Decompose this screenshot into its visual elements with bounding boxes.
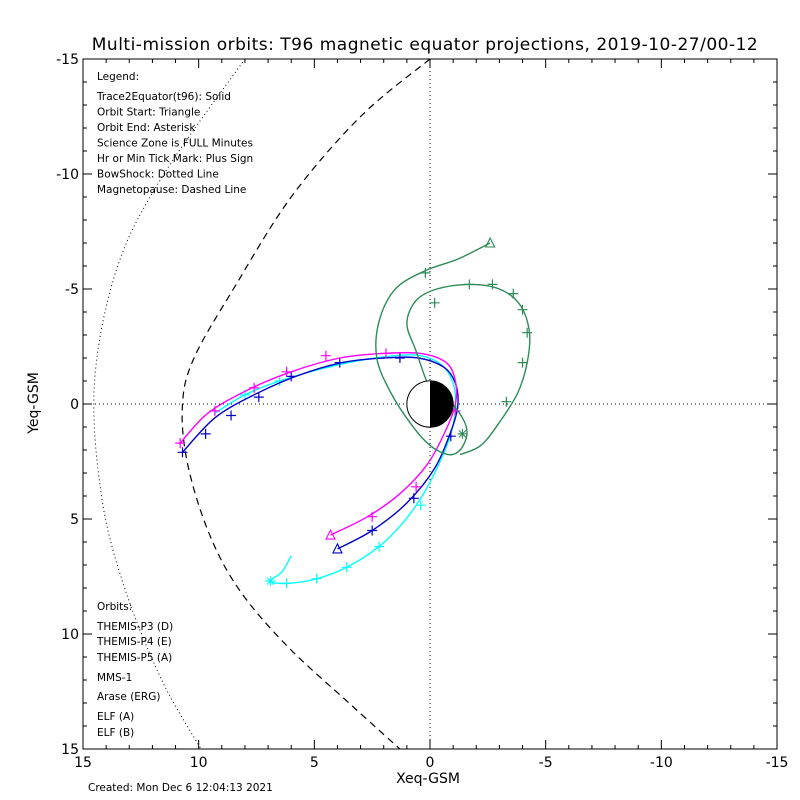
magnetopause-curve [181, 58, 431, 750]
tick-mark [341, 562, 352, 573]
tick-mark [517, 357, 528, 368]
legend-line: Orbit Start: Triangle [97, 107, 200, 119]
orbit-start-triangle [484, 236, 496, 248]
y-tick-label: 10 [61, 627, 79, 643]
legend-header: Legend: [97, 71, 139, 83]
x-tick-label: -15 [766, 755, 789, 771]
tick-mark [226, 410, 237, 421]
tick-mark [394, 353, 405, 363]
x-axis-label: Xeq-GSM [396, 771, 460, 787]
orbit-start-triangle [332, 542, 343, 554]
tick-mark [415, 500, 426, 511]
tick-mark [281, 366, 292, 377]
legend-line: Magnetopause: Dashed Line [97, 184, 246, 196]
tick-mark [334, 357, 345, 368]
x-tick-label: 10 [190, 755, 208, 771]
x-tick-label: -5 [539, 755, 553, 771]
tick-mark [445, 431, 456, 442]
tick-mark [249, 382, 260, 393]
tick-mark [286, 371, 297, 382]
mission-label: THEMIS-P4 (E) [96, 636, 172, 648]
tick-mark [175, 438, 186, 449]
orbit-end-asterisk [265, 576, 276, 587]
mission-label: ELF (A) [97, 711, 134, 723]
tick-mark [464, 279, 475, 290]
tick-mark [311, 573, 322, 584]
x-tick-label: -10 [650, 755, 673, 771]
orbits-header: Orbits: [97, 601, 132, 613]
mission-label: THEMIS-P5 (A) [96, 652, 172, 664]
y-tick-label: 15 [61, 742, 79, 758]
x-tick-label: 15 [74, 755, 92, 771]
legend-line: Hr or Min Tick Mark: Plus Sign [97, 153, 253, 165]
mission-label: ELF (B) [97, 727, 134, 739]
themis-p4-e-orbit [181, 356, 459, 550]
created-timestamp: Created: Mon Dec 6 12:04:13 2021 [88, 782, 273, 794]
tick-mark [522, 327, 533, 338]
legend-line: Trace2Equator(t96): Solid [96, 91, 231, 103]
legend-line: Orbit End: Asterisk [97, 122, 196, 134]
curves [93, 58, 533, 750]
y-tick-label: -15 [56, 52, 79, 68]
x-tick-label: 0 [426, 755, 435, 771]
tick-mark [367, 511, 378, 522]
y-tick-label: 0 [70, 397, 79, 413]
tick-mark [408, 493, 419, 504]
tick-mark [381, 348, 392, 359]
tick-mark [177, 447, 188, 458]
tick-mark [508, 288, 519, 299]
x-tick-label: 5 [310, 755, 319, 771]
tick-mark [209, 405, 220, 416]
tick-mark [429, 297, 440, 308]
y-axis-label: Yeq-GSM [26, 372, 42, 435]
orbit-end-asterisk [457, 428, 468, 439]
mission-label: Arase (ERG) [97, 691, 160, 703]
mission-label: MMS-1 [97, 672, 132, 684]
tick-mark [253, 392, 264, 403]
tick-mark [281, 578, 292, 589]
earth-night-side [430, 380, 454, 428]
tick-mark [517, 304, 528, 315]
tick-mark [420, 267, 431, 278]
tick-mark [367, 525, 378, 536]
legend: Legend: Trace2Equator(t96): Solid Orbit St… [96, 71, 253, 739]
tick-mark [374, 541, 385, 552]
tick-mark [411, 481, 422, 492]
mission-label: THEMIS-P3 (D) [96, 621, 173, 633]
y-tick-label: -5 [65, 282, 79, 298]
tick-mark [487, 279, 498, 290]
tick-mark [200, 428, 211, 439]
y-tick-label: -10 [56, 167, 79, 183]
bowshock-curve [93, 58, 246, 750]
legend-line: BowShock: Dotted Line [97, 169, 219, 181]
orbit-start-triangle [325, 528, 336, 540]
chart-title: Multi-mission orbits: T96 magnetic equat… [92, 35, 759, 55]
tick-mark [320, 350, 331, 361]
y-tick-label: 5 [70, 512, 79, 528]
legend-line: Science Zone is FULL Minutes [97, 138, 253, 150]
tick-mark [501, 396, 512, 407]
themis-p5-a-orbit [179, 351, 458, 536]
